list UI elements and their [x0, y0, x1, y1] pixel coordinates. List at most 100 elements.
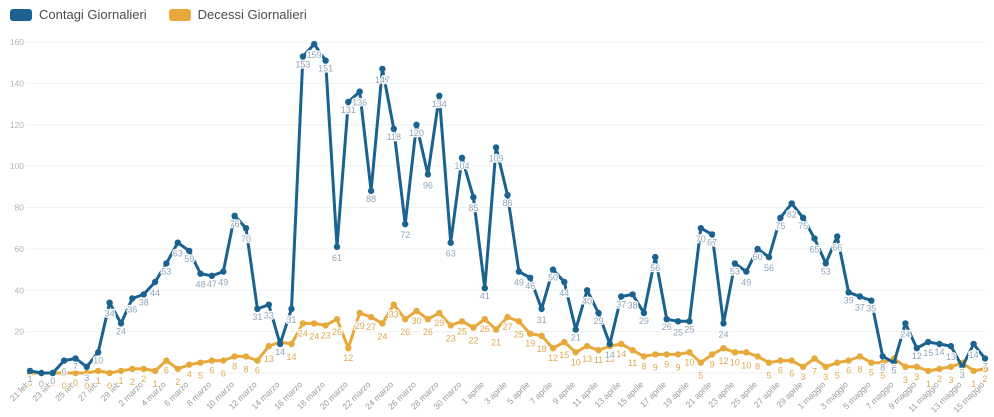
legend-item-contagi[interactable]: Contagi Giornalieri [10, 7, 147, 22]
decessi-point[interactable] [697, 359, 704, 366]
decessi-point[interactable] [72, 369, 79, 377]
decessi-point[interactable] [799, 363, 807, 370]
contagi-point[interactable] [424, 171, 432, 178]
decessi-point[interactable] [356, 309, 363, 317]
decessi-point[interactable] [379, 320, 386, 327]
decessi-point[interactable] [106, 369, 113, 377]
contagi-point[interactable] [72, 355, 79, 362]
contagi-point[interactable] [140, 291, 147, 298]
contagi-point[interactable] [492, 144, 500, 151]
decessi-point[interactable] [879, 359, 886, 366]
decessi-point[interactable] [458, 318, 466, 325]
decessi-point[interactable] [129, 365, 136, 373]
decessi-point[interactable] [925, 367, 932, 375]
decessi-point[interactable] [265, 342, 272, 350]
contagi-point[interactable] [879, 353, 886, 360]
decessi-point[interactable] [424, 316, 432, 323]
contagi-point[interactable] [970, 340, 977, 348]
legend-item-decessi[interactable]: Decessi Giornalieri [168, 7, 307, 22]
contagi-point[interactable] [174, 239, 181, 246]
decessi-point[interactable] [163, 357, 170, 364]
decessi-point[interactable] [254, 357, 261, 364]
decessi-point[interactable] [936, 365, 943, 373]
contagi-point[interactable] [743, 268, 750, 275]
decessi-point[interactable] [686, 349, 693, 356]
decessi-point[interactable] [913, 363, 920, 370]
contagi-point[interactable] [663, 316, 670, 323]
contagi-point[interactable] [959, 363, 966, 370]
contagi-point[interactable] [731, 260, 739, 267]
contagi-point[interactable] [26, 367, 34, 375]
contagi-point[interactable] [720, 320, 727, 327]
contagi-point[interactable] [788, 200, 795, 207]
contagi-point[interactable] [981, 355, 989, 362]
contagi-point[interactable] [799, 214, 807, 221]
contagi-point[interactable] [845, 289, 852, 296]
contagi-point[interactable] [117, 320, 125, 327]
contagi-point[interactable] [83, 363, 91, 370]
contagi-point[interactable] [95, 349, 102, 356]
decessi-point[interactable] [95, 367, 102, 375]
decessi-point[interactable] [151, 367, 159, 375]
decessi-point[interactable] [788, 357, 795, 364]
decessi-point[interactable] [674, 351, 682, 358]
decessi-point[interactable] [970, 367, 977, 375]
decessi-point[interactable] [663, 351, 670, 358]
contagi-point[interactable] [902, 320, 909, 327]
contagi-point[interactable] [822, 260, 829, 267]
decessi-point[interactable] [538, 332, 545, 339]
decessi-point[interactable] [83, 369, 91, 377]
contagi-point[interactable] [254, 305, 261, 313]
contagi-point[interactable] [765, 253, 773, 261]
contagi-point[interactable] [208, 272, 216, 279]
decessi-point[interactable] [220, 357, 227, 364]
contagi-point[interactable] [606, 340, 613, 348]
contagi-point[interactable] [834, 233, 841, 240]
contagi-point[interactable] [527, 274, 534, 281]
decessi-point[interactable] [629, 347, 636, 354]
decessi-point[interactable] [140, 365, 147, 373]
contagi-point[interactable] [60, 357, 68, 364]
decessi-point[interactable] [367, 313, 375, 321]
contagi-point[interactable] [231, 212, 238, 219]
decessi-point[interactable] [345, 345, 352, 352]
decessi-point[interactable] [515, 318, 523, 325]
decessi-point[interactable] [390, 301, 397, 308]
contagi-point[interactable] [390, 125, 397, 133]
contagi-point[interactable] [356, 88, 363, 95]
contagi-point[interactable] [913, 345, 920, 352]
contagi-point[interactable] [618, 293, 625, 300]
contagi-point[interactable] [106, 299, 113, 306]
contagi-point[interactable] [515, 268, 523, 275]
contagi-point[interactable] [265, 301, 272, 308]
contagi-point[interactable] [561, 278, 568, 286]
decessi-point[interactable] [288, 340, 295, 348]
contagi-point[interactable] [890, 359, 898, 366]
decessi-point[interactable] [583, 342, 591, 350]
decessi-point[interactable] [402, 316, 409, 323]
decessi-point[interactable] [754, 353, 761, 360]
decessi-point[interactable] [765, 359, 773, 366]
contagi-point[interactable] [936, 340, 943, 348]
contagi-point[interactable] [652, 253, 659, 261]
decessi-point[interactable] [720, 345, 727, 352]
decessi-point[interactable] [413, 307, 420, 315]
decessi-point[interactable] [618, 340, 625, 348]
decessi-point[interactable] [856, 353, 864, 360]
decessi-point[interactable] [549, 345, 557, 352]
contagi-point[interactable] [868, 297, 875, 304]
decessi-point[interactable] [834, 359, 841, 366]
contagi-point[interactable] [299, 53, 307, 60]
contagi-point[interactable] [367, 187, 375, 195]
decessi-point[interactable] [492, 326, 500, 333]
decessi-point[interactable] [947, 363, 955, 370]
contagi-point[interactable] [379, 65, 386, 73]
contagi-point[interactable] [481, 285, 488, 292]
contagi-point[interactable] [197, 270, 204, 277]
contagi-point[interactable] [322, 57, 329, 64]
contagi-point[interactable] [345, 98, 352, 106]
contagi-point[interactable] [640, 309, 648, 317]
decessi-point[interactable] [231, 353, 238, 360]
decessi-point[interactable] [117, 367, 125, 375]
decessi-point[interactable] [640, 353, 648, 360]
